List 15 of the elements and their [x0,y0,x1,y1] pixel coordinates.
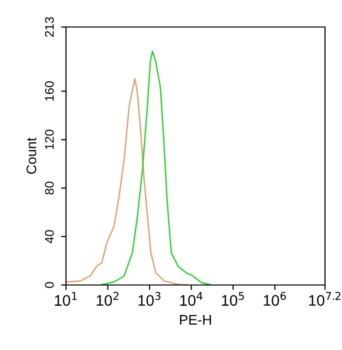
x-axis-title: PE-H [180,315,211,325]
y-tick-label: 40 [44,230,54,244]
y-tick-label: 160 [44,81,54,101]
y-tick-label: 120 [44,130,54,150]
x-tick-label: 10$^{6}$ [264,292,286,306]
x-tick-label: 10$^{7.2}$ [309,292,340,306]
x-tick-label: 10$^{5}$ [222,292,244,306]
y-axis-title: Count [26,138,36,174]
x-tick-label: 10$^{3}$ [138,292,160,306]
x-tick-label: 10$^{2}$ [96,292,118,306]
x-tick-label: 10$^{1}$ [54,292,77,306]
x-tick-label: 10$^{4}$ [180,292,202,306]
y-tick-label: 0 [44,282,54,288]
y-tick-label: 80 [44,182,54,195]
y-tick-label: 213 [44,17,54,37]
